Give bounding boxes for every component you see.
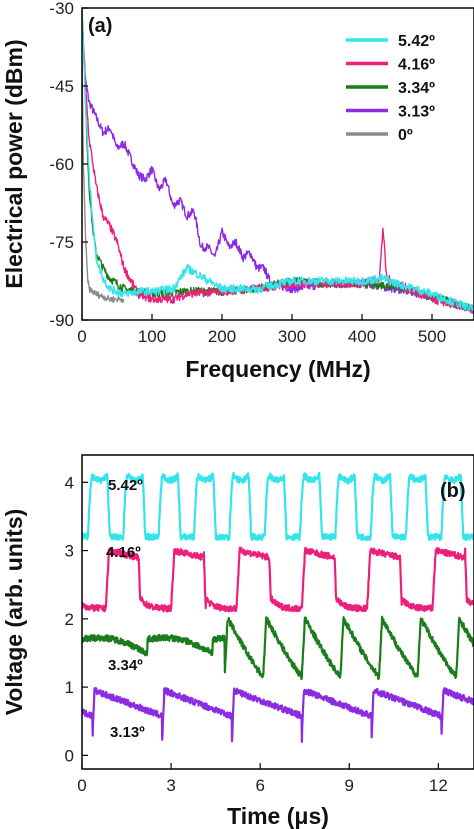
panel-a-series — [82, 10, 474, 314]
x-tick-label: 12 — [429, 776, 448, 795]
legend-label-5-42: 5.42º — [398, 33, 435, 50]
trace-label-5-42: 5.42º — [108, 477, 143, 494]
trace-label-3-13: 3.13º — [110, 724, 145, 741]
y-tick-label: 3 — [65, 542, 74, 561]
x-tick-label: 400 — [348, 327, 376, 346]
x-tick-label: 100 — [138, 327, 166, 346]
y-tick-label: 0 — [65, 746, 74, 765]
panel-b-xlabel: Time (μs) — [227, 803, 329, 829]
x-tick-label: 6 — [255, 776, 264, 795]
x-tick-label: 0 — [77, 776, 86, 795]
y-tick-label: 2 — [65, 610, 74, 629]
y-tick-label: -45 — [49, 77, 74, 96]
x-tick-label: 3 — [166, 776, 175, 795]
legend-label-4-16: 4.16º — [398, 57, 435, 74]
x-tick-label: 300 — [278, 327, 306, 346]
panel-b-frame — [82, 455, 474, 769]
panel-b-label: (b) — [440, 480, 466, 502]
x-tick-label: 9 — [345, 776, 354, 795]
y-tick-label: -60 — [49, 155, 74, 174]
y-tick-label: 1 — [65, 678, 74, 697]
legend-label-0: 0º — [398, 127, 413, 144]
panel-a-label: (a) — [88, 15, 112, 37]
panel-a-frame — [82, 8, 474, 320]
panel-a-ticks: 0 100 200 300 400 500 -30 -45 -60 -75 -90 — [49, 0, 446, 346]
panel-a-xlabel: Frequency (MHz) — [185, 356, 370, 382]
panel-a-legend: 5.42º 4.16º 3.34º 3.13º 0º — [346, 33, 435, 144]
panel-b-ylabel: Voltage (arb. units) — [1, 509, 27, 716]
y-tick-label: -90 — [49, 311, 74, 330]
panel-a: 0 100 200 300 400 500 -30 -45 -60 -75 -90 (a) Freq… — [1, 0, 474, 382]
x-tick-label: 500 — [418, 327, 446, 346]
y-tick-label: 4 — [65, 473, 74, 492]
x-tick-label: 200 — [208, 327, 236, 346]
y-tick-label: -75 — [49, 233, 74, 252]
panel-b-series — [82, 473, 474, 742]
panel-a-ylabel: Electrical power (dBm) — [1, 39, 27, 288]
series-4-16-line — [82, 10, 474, 313]
trace-4-16-line — [82, 548, 474, 612]
legend-label-3-34: 3.34º — [398, 80, 435, 97]
trace-label-3-34: 3.34º — [108, 657, 143, 674]
trace-label-4-16: 4.16º — [106, 544, 141, 561]
legend-label-3-13: 3.13º — [398, 104, 435, 121]
y-tick-label: -30 — [49, 0, 74, 18]
x-tick-label: 0 — [77, 327, 86, 346]
series-5-42-line — [82, 10, 474, 311]
